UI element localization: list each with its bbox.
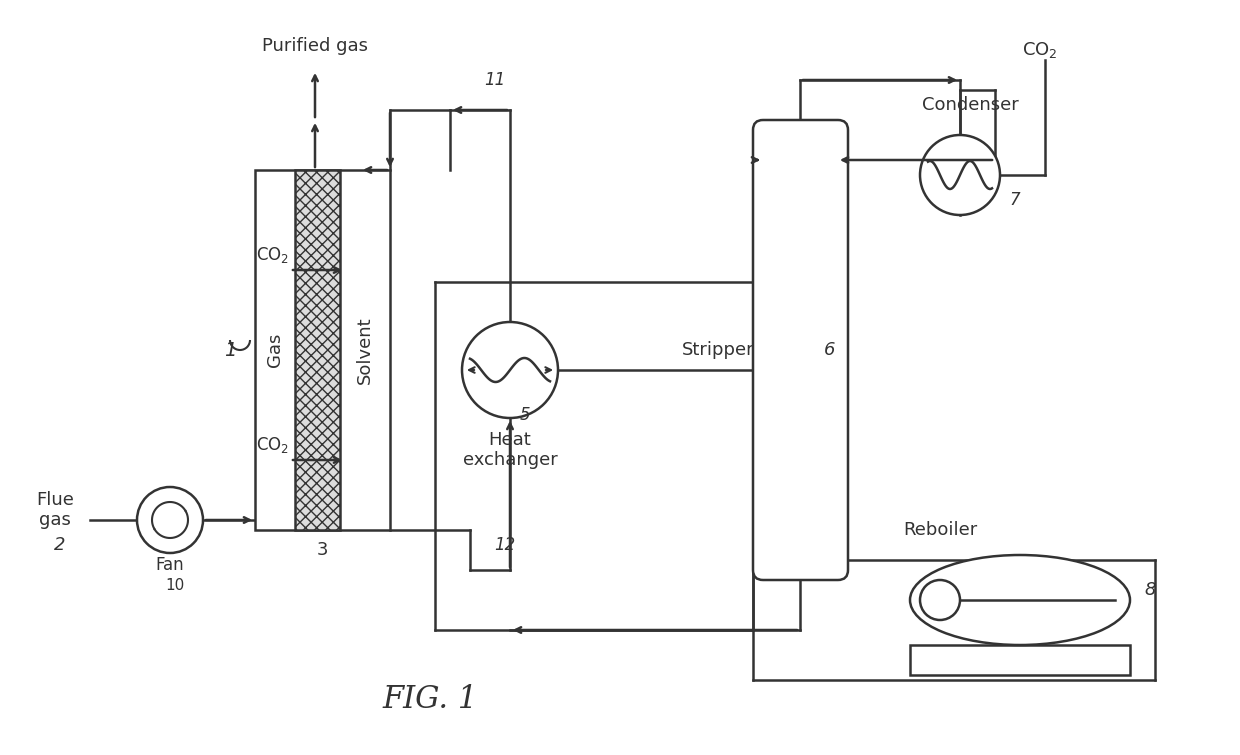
Bar <box>255 170 391 530</box>
Text: Fan: Fan <box>156 556 185 574</box>
Text: CO$_2$: CO$_2$ <box>1022 40 1058 60</box>
Bar <box>295 170 340 530</box>
Text: 12: 12 <box>495 536 516 554</box>
Text: CO$_2$: CO$_2$ <box>257 245 290 265</box>
Circle shape <box>463 322 558 418</box>
Circle shape <box>920 580 960 620</box>
Text: 7: 7 <box>1009 191 1021 209</box>
Circle shape <box>920 135 999 215</box>
Text: Stripper: Stripper <box>682 341 754 359</box>
Text: 1: 1 <box>223 341 236 359</box>
Text: 5: 5 <box>520 406 531 424</box>
Circle shape <box>136 487 203 553</box>
Text: Gas: Gas <box>267 333 284 367</box>
Text: 6: 6 <box>825 341 836 359</box>
FancyBboxPatch shape <box>753 120 848 580</box>
Text: Condenser: Condenser <box>921 96 1018 114</box>
Text: Flue
gas: Flue gas <box>36 491 74 529</box>
Ellipse shape <box>910 555 1130 645</box>
Text: 2: 2 <box>55 536 66 554</box>
Text: 8: 8 <box>1145 581 1156 599</box>
Text: Solvent: Solvent <box>356 316 374 384</box>
Text: Heat
exchanger: Heat exchanger <box>463 430 557 470</box>
Text: Reboiler: Reboiler <box>903 521 977 539</box>
Text: CO$_2$: CO$_2$ <box>257 435 290 455</box>
Text: Purified gas: Purified gas <box>262 37 368 55</box>
Text: 3: 3 <box>316 541 329 559</box>
Text: 11: 11 <box>485 71 506 89</box>
Text: 10: 10 <box>165 578 185 593</box>
Text: FIG. 1: FIG. 1 <box>382 685 477 716</box>
Bar <box>910 645 1130 675</box>
